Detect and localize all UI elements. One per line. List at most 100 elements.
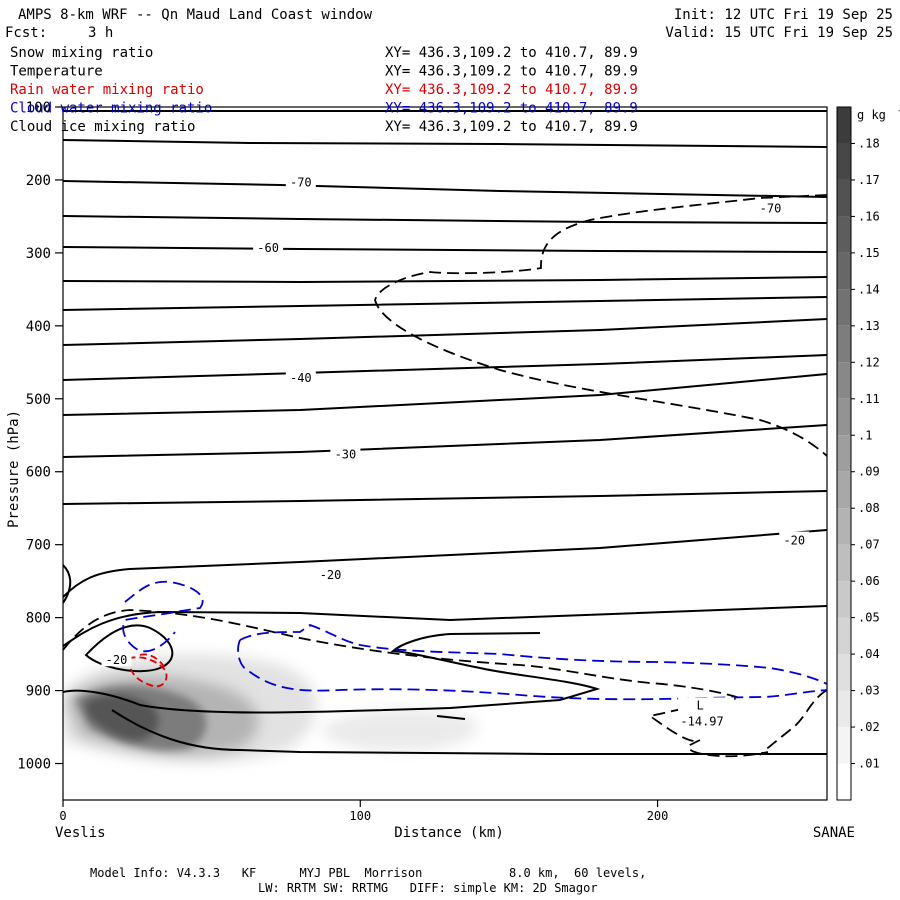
colorbar-bin (837, 179, 851, 217)
contour-label-bg (779, 531, 810, 547)
y-tick-label: 800 (26, 611, 51, 627)
colorbar-label: .09 (858, 465, 880, 479)
model-info-line2: LW: RRTM SW: RRTMG DIFF: simple KM: 2D S… (258, 881, 598, 895)
cloud-ice-contour-upper (374, 194, 827, 457)
low-symbol: L (696, 698, 703, 712)
y-tick-label: 300 (26, 246, 51, 262)
x-axis: 0 100 200 (59, 800, 668, 823)
temperature-contour (63, 605, 827, 647)
colorbar-bin (837, 581, 851, 618)
cloud-ice-contour-lower (63, 609, 769, 758)
colorbar-label: .15 (858, 246, 880, 260)
colorbar-bin (837, 690, 851, 728)
cloud-ice-contours (63, 194, 827, 758)
x-endpoint-right: SANAE (813, 825, 855, 841)
contour-label-bg (253, 239, 284, 255)
colorbar-label: .17 (858, 173, 880, 187)
colorbar-bin (837, 617, 851, 655)
x-axis-label: Distance (km) (394, 825, 504, 841)
plot-area: -70 -70 -60 -40 -30 -20 -20 -20 L -14.97 (62, 106, 828, 801)
temperature-contour-closed (84, 624, 174, 673)
temperature-contour (111, 709, 827, 755)
cloud-water-contour-upper (239, 623, 827, 685)
colorbar-label: .02 (858, 720, 880, 734)
x-endpoint-left: Veslis (55, 825, 106, 841)
y-tick-label: 1000 (17, 757, 51, 773)
colorbar-label: .18 (858, 136, 880, 150)
colorbar-bin (837, 362, 851, 399)
y-tick-label: 100 (26, 100, 51, 116)
colorbar-label: .11 (858, 392, 880, 406)
y-tick-label: 200 (26, 173, 51, 189)
model-info-line1: Model Info: V4.3.3 KF MYJ PBL Morrison 8… (90, 866, 646, 880)
cloud-water-contour-lower (237, 639, 827, 701)
rain-water-contour (128, 656, 168, 688)
colorbar-label: .12 (858, 355, 880, 369)
temperature-contour (63, 215, 827, 224)
colorbar-unit: g kg (857, 108, 886, 122)
colorbar-bin (837, 544, 851, 582)
colorbar-label: .16 (858, 209, 880, 223)
rain-water-contour-inner (139, 653, 166, 669)
colorbar-label: .04 (858, 647, 880, 661)
colorbar-bin (837, 471, 851, 509)
colorbar-bin (837, 252, 851, 290)
snow-shading-secondary (320, 709, 478, 751)
colorbar-label: .08 (858, 501, 880, 515)
colorbar-unit-exponent: -1 (897, 106, 900, 115)
contour-label: -30 (335, 448, 357, 462)
colorbar-label: .13 (858, 319, 880, 333)
low-value: -14.97 (680, 714, 723, 728)
legend-field-name: Snow mixing ratio (10, 45, 153, 61)
colorbar-label: .14 (858, 282, 880, 296)
colorbar-bin (837, 216, 851, 253)
temperature-contours (63, 110, 827, 755)
temperature-contour-labels: -70 -70 -60 -40 -30 -20 -20 -20 (101, 173, 810, 667)
colorbar: .01 .02 .03 .04 .05 .06 .07 .08 .09 .1 .11 .12 .13 .1… (836, 106, 900, 801)
cloud-ice-contour-right (759, 689, 827, 756)
colorbar-bin (837, 508, 851, 545)
colorbar-label: .1 (858, 428, 872, 442)
temperature-contour (63, 354, 827, 381)
forecast-label: Fcst: (5, 25, 47, 41)
legend-field-name: Cloud ice mixing ratio (10, 119, 195, 135)
valid-time: Valid: 15 UTC Fri 19 Sep 25 (665, 25, 893, 41)
contour-label: -40 (290, 371, 312, 385)
low-marker-bg (678, 697, 735, 730)
snow-shading-max (85, 694, 159, 741)
colorbar-bin (837, 435, 851, 472)
colorbar-label: .07 (858, 538, 880, 552)
legend-field-xy: XY= 436.3,109.2 to 410.7, 89.9 (385, 64, 638, 80)
colorbar-bin (837, 143, 851, 180)
contour-label-bg (101, 651, 132, 667)
contour-label: -70 (760, 202, 782, 216)
temperature-contour (63, 632, 601, 714)
colorbar-bin (837, 654, 851, 691)
contour-label-bg (315, 565, 346, 581)
cloud-water-contour-left (122, 580, 204, 653)
temperature-contour-m20 (63, 529, 827, 598)
temperature-contour (63, 318, 827, 346)
temperature-contour (63, 296, 827, 311)
contour-label: -20 (106, 653, 128, 667)
temperature-contour (63, 139, 827, 148)
rain-water-contours (128, 653, 168, 688)
forecast-hour: 3 h (88, 25, 113, 41)
legend-field-xy: XY= 436.3,109.2 to 410.7, 89.9 (385, 119, 638, 135)
legend-field-name: Temperature (10, 64, 103, 80)
temperature-contour (63, 276, 827, 284)
x-tick-label: 0 (59, 809, 66, 823)
colorbar-bin (837, 763, 851, 800)
contour-label-bg (330, 445, 361, 461)
plot-frame (62, 106, 828, 801)
temperature-contour (63, 564, 72, 604)
contour-label-bg (285, 368, 316, 384)
snow-mixing-ratio-shading (63, 654, 478, 763)
temperature-contour (63, 490, 827, 505)
legend-field-xy: XY= 436.3,109.2 to 410.7, 89.9 (385, 45, 638, 61)
colorbar-label: .01 (858, 757, 880, 771)
legend-field-name: Cloud water mixing ratio (10, 101, 212, 117)
colorbar-bin (837, 325, 851, 363)
contour-label: -20 (783, 534, 805, 548)
legend-field-xy: XY= 436.3,109.2 to 410.7, 89.9 (385, 82, 638, 98)
